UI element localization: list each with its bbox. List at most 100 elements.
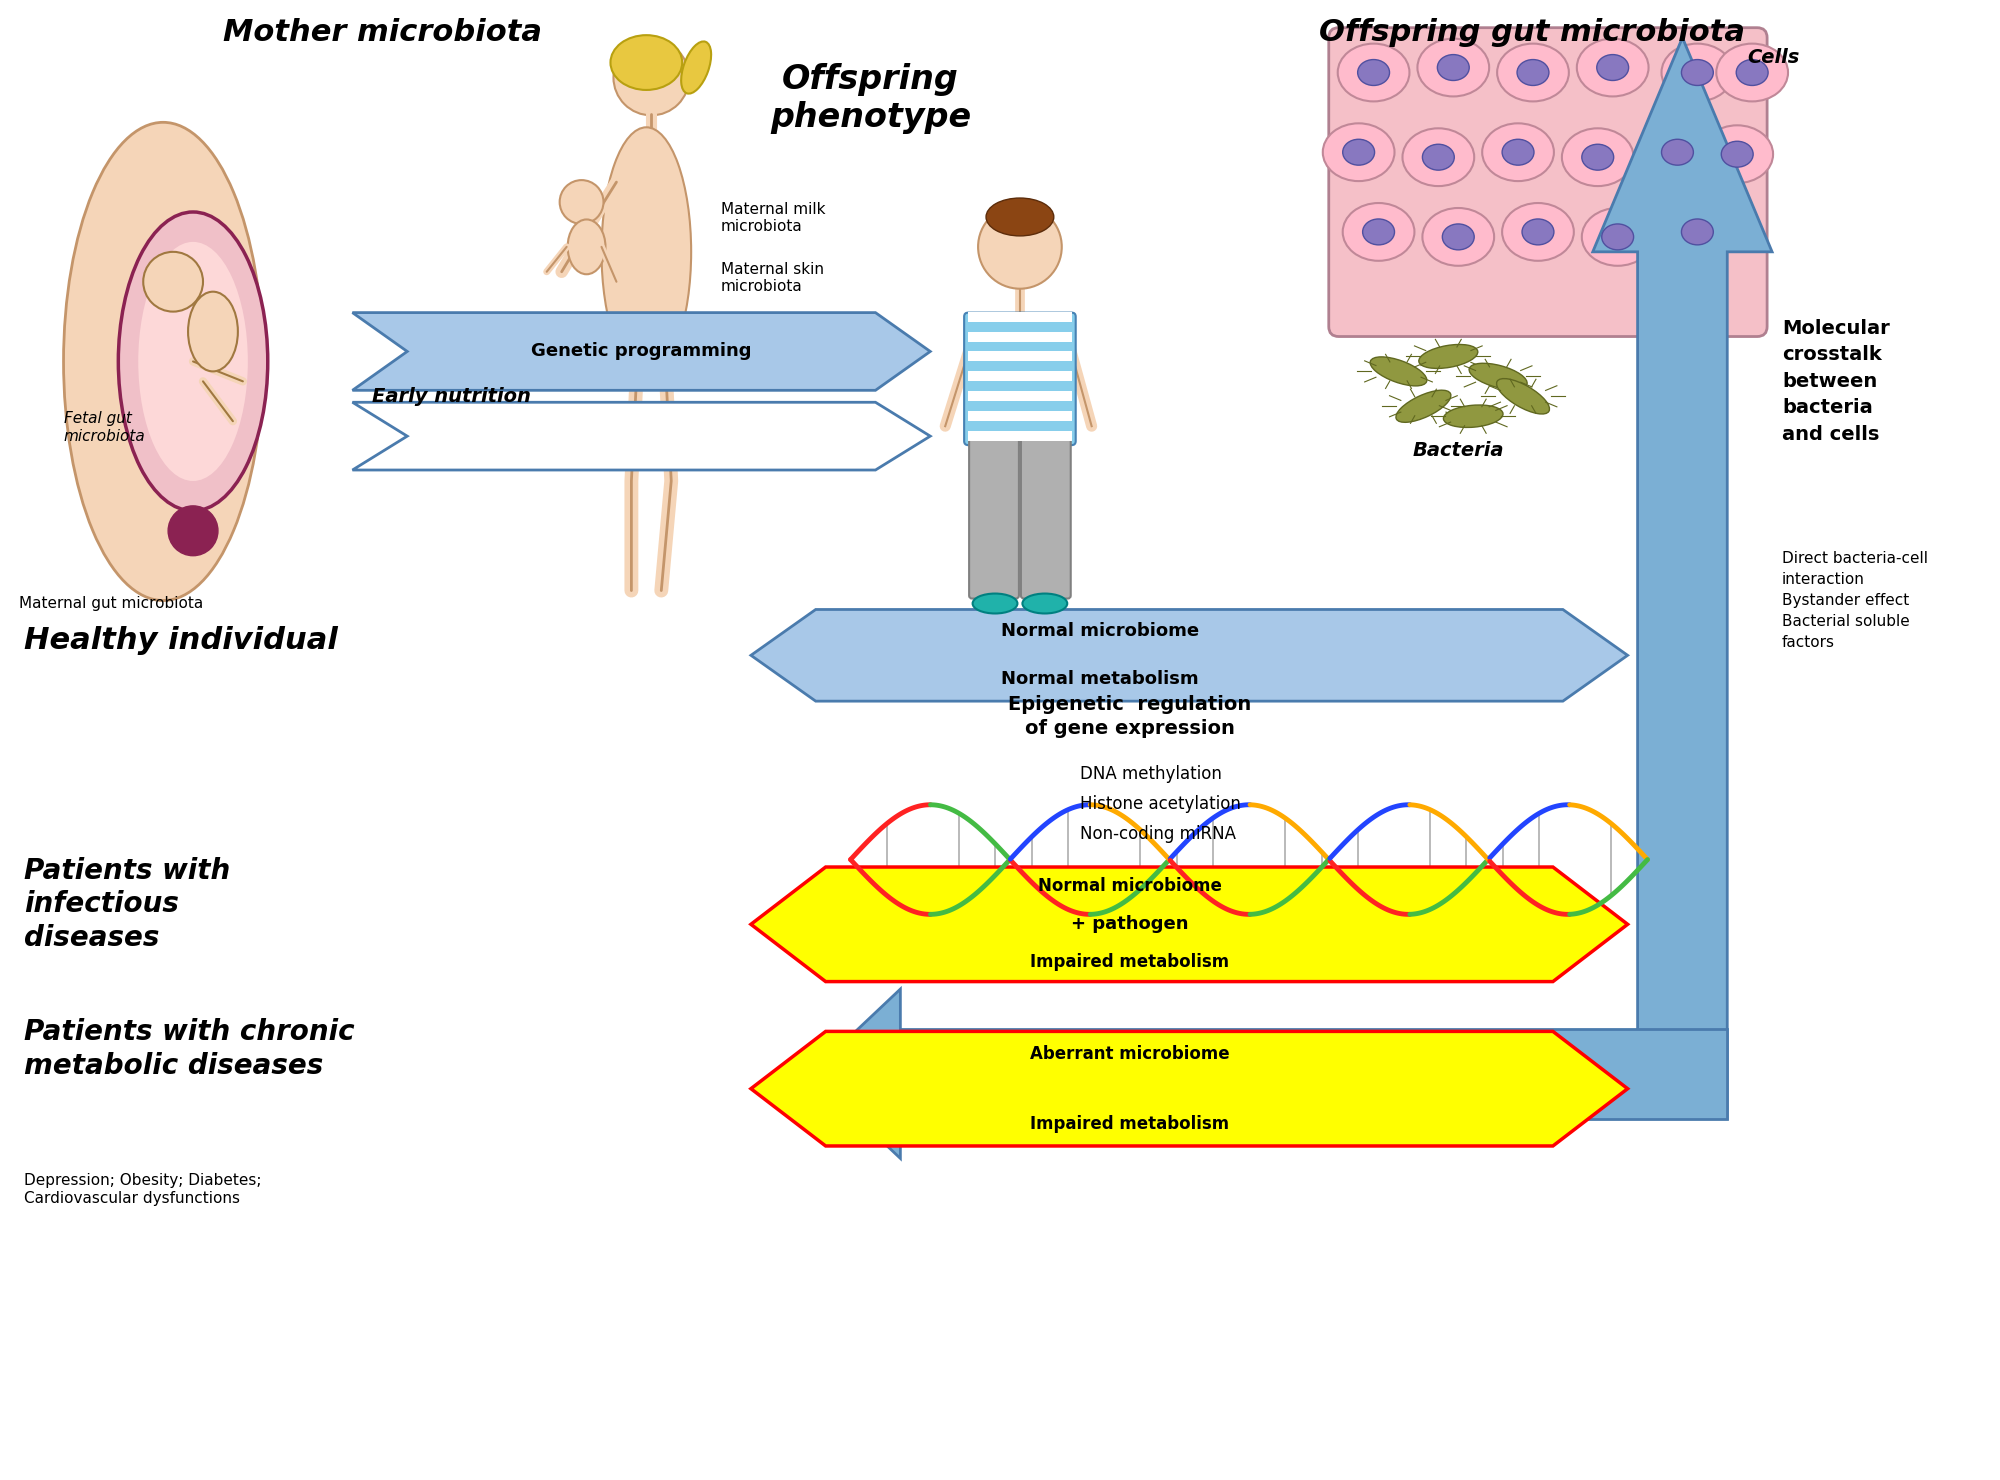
Bar bbox=[968, 391, 1072, 401]
Text: Healthy individual: Healthy individual bbox=[24, 626, 338, 654]
Ellipse shape bbox=[1582, 209, 1654, 266]
Ellipse shape bbox=[1562, 129, 1634, 186]
Ellipse shape bbox=[188, 292, 238, 371]
Ellipse shape bbox=[1682, 219, 1714, 244]
Ellipse shape bbox=[1496, 379, 1550, 414]
Ellipse shape bbox=[986, 198, 1054, 235]
Ellipse shape bbox=[568, 219, 606, 274]
Ellipse shape bbox=[1438, 55, 1470, 80]
Text: Early nutrition: Early nutrition bbox=[372, 386, 532, 406]
Ellipse shape bbox=[1442, 223, 1474, 250]
Text: Patients with
infectious
diseases: Patients with infectious diseases bbox=[24, 857, 230, 952]
Ellipse shape bbox=[1596, 55, 1628, 80]
Polygon shape bbox=[352, 312, 930, 391]
Ellipse shape bbox=[1370, 357, 1426, 386]
Text: Maternal skin
microbiota: Maternal skin microbiota bbox=[722, 262, 824, 295]
Polygon shape bbox=[750, 1032, 1628, 1146]
Ellipse shape bbox=[1418, 345, 1478, 369]
Text: Impaired metabolism: Impaired metabolism bbox=[1030, 1114, 1230, 1132]
Ellipse shape bbox=[1402, 129, 1474, 186]
Text: DNA methylation: DNA methylation bbox=[1080, 765, 1222, 783]
Ellipse shape bbox=[1498, 43, 1568, 102]
Text: Maternal milk
microbiota: Maternal milk microbiota bbox=[722, 203, 826, 234]
Ellipse shape bbox=[1522, 219, 1554, 244]
Text: Patients with chronic
metabolic diseases: Patients with chronic metabolic diseases bbox=[24, 1018, 354, 1079]
Ellipse shape bbox=[602, 127, 692, 376]
Polygon shape bbox=[900, 1029, 1728, 1119]
Ellipse shape bbox=[1422, 144, 1454, 170]
Text: Impaired metabolism: Impaired metabolism bbox=[1030, 953, 1230, 971]
Bar bbox=[968, 332, 1072, 342]
Ellipse shape bbox=[1342, 139, 1374, 166]
Text: Normal microbiome: Normal microbiome bbox=[1038, 878, 1222, 895]
Ellipse shape bbox=[1396, 391, 1450, 422]
Bar bbox=[968, 411, 1072, 422]
Bar bbox=[968, 431, 1072, 441]
Text: Normal metabolism: Normal metabolism bbox=[1000, 670, 1198, 688]
Ellipse shape bbox=[610, 36, 682, 90]
Text: Histone acetylation: Histone acetylation bbox=[1080, 795, 1240, 813]
FancyBboxPatch shape bbox=[1328, 28, 1768, 336]
Ellipse shape bbox=[1470, 363, 1528, 389]
Ellipse shape bbox=[1662, 43, 1734, 102]
Ellipse shape bbox=[1582, 144, 1614, 170]
Ellipse shape bbox=[1662, 139, 1694, 166]
Bar bbox=[968, 371, 1072, 382]
Text: Depression; Obesity; Diabetes;
Cardiovascular dysfunctions: Depression; Obesity; Diabetes; Cardiovas… bbox=[24, 1174, 262, 1206]
Ellipse shape bbox=[1642, 123, 1714, 181]
Ellipse shape bbox=[168, 506, 218, 555]
Circle shape bbox=[978, 206, 1062, 289]
Ellipse shape bbox=[972, 593, 1018, 614]
Ellipse shape bbox=[1502, 139, 1534, 166]
Ellipse shape bbox=[118, 212, 268, 511]
Text: Offspring gut microbiota: Offspring gut microbiota bbox=[1318, 18, 1744, 47]
Ellipse shape bbox=[1422, 209, 1494, 266]
Ellipse shape bbox=[1482, 123, 1554, 181]
Text: + pathogen: + pathogen bbox=[1070, 915, 1188, 934]
FancyBboxPatch shape bbox=[1020, 434, 1070, 598]
Text: Aberrant microbiome: Aberrant microbiome bbox=[1030, 1045, 1230, 1063]
Ellipse shape bbox=[138, 241, 248, 481]
Ellipse shape bbox=[1702, 126, 1774, 184]
FancyBboxPatch shape bbox=[970, 434, 1018, 598]
Ellipse shape bbox=[1358, 59, 1390, 86]
Ellipse shape bbox=[1418, 38, 1490, 96]
Ellipse shape bbox=[1736, 59, 1768, 86]
Ellipse shape bbox=[1518, 59, 1548, 86]
Ellipse shape bbox=[1342, 203, 1414, 260]
Text: Cells: Cells bbox=[1748, 47, 1800, 67]
Ellipse shape bbox=[1682, 59, 1714, 86]
Bar bbox=[968, 312, 1072, 321]
Ellipse shape bbox=[682, 41, 712, 93]
Ellipse shape bbox=[1716, 43, 1788, 102]
Text: Offspring
phenotype: Offspring phenotype bbox=[770, 62, 972, 133]
Text: Genetic programming: Genetic programming bbox=[532, 342, 752, 361]
Text: Non-coding miRNA: Non-coding miRNA bbox=[1080, 824, 1236, 842]
Ellipse shape bbox=[1602, 223, 1634, 250]
Ellipse shape bbox=[1722, 141, 1754, 167]
Circle shape bbox=[614, 40, 690, 115]
Ellipse shape bbox=[1322, 123, 1394, 181]
Polygon shape bbox=[352, 403, 930, 471]
Ellipse shape bbox=[64, 123, 262, 601]
Ellipse shape bbox=[1022, 593, 1068, 614]
FancyBboxPatch shape bbox=[964, 312, 1076, 445]
Ellipse shape bbox=[1662, 203, 1734, 260]
Polygon shape bbox=[750, 610, 1628, 702]
Ellipse shape bbox=[1576, 38, 1648, 96]
Text: Epigenetic  regulation
of gene expression: Epigenetic regulation of gene expression bbox=[1008, 696, 1252, 737]
Polygon shape bbox=[810, 989, 900, 1159]
Ellipse shape bbox=[1444, 406, 1504, 428]
Polygon shape bbox=[750, 867, 1628, 981]
Text: Bacteria: Bacteria bbox=[1412, 441, 1504, 460]
Circle shape bbox=[144, 252, 204, 312]
Text: Molecular
crosstalk
between
bacteria
and cells: Molecular crosstalk between bacteria and… bbox=[1782, 318, 1890, 444]
Ellipse shape bbox=[1362, 219, 1394, 244]
Text: Fetal gut
microbiota: Fetal gut microbiota bbox=[64, 411, 146, 444]
Polygon shape bbox=[1592, 37, 1772, 1119]
Text: Direct bacteria-cell
interaction
Bystander effect
Bacterial soluble
factors: Direct bacteria-cell interaction Bystand… bbox=[1782, 551, 1928, 650]
Bar bbox=[968, 351, 1072, 361]
Text: Normal microbiome: Normal microbiome bbox=[1000, 623, 1198, 641]
Ellipse shape bbox=[1338, 43, 1410, 102]
Circle shape bbox=[560, 181, 604, 223]
